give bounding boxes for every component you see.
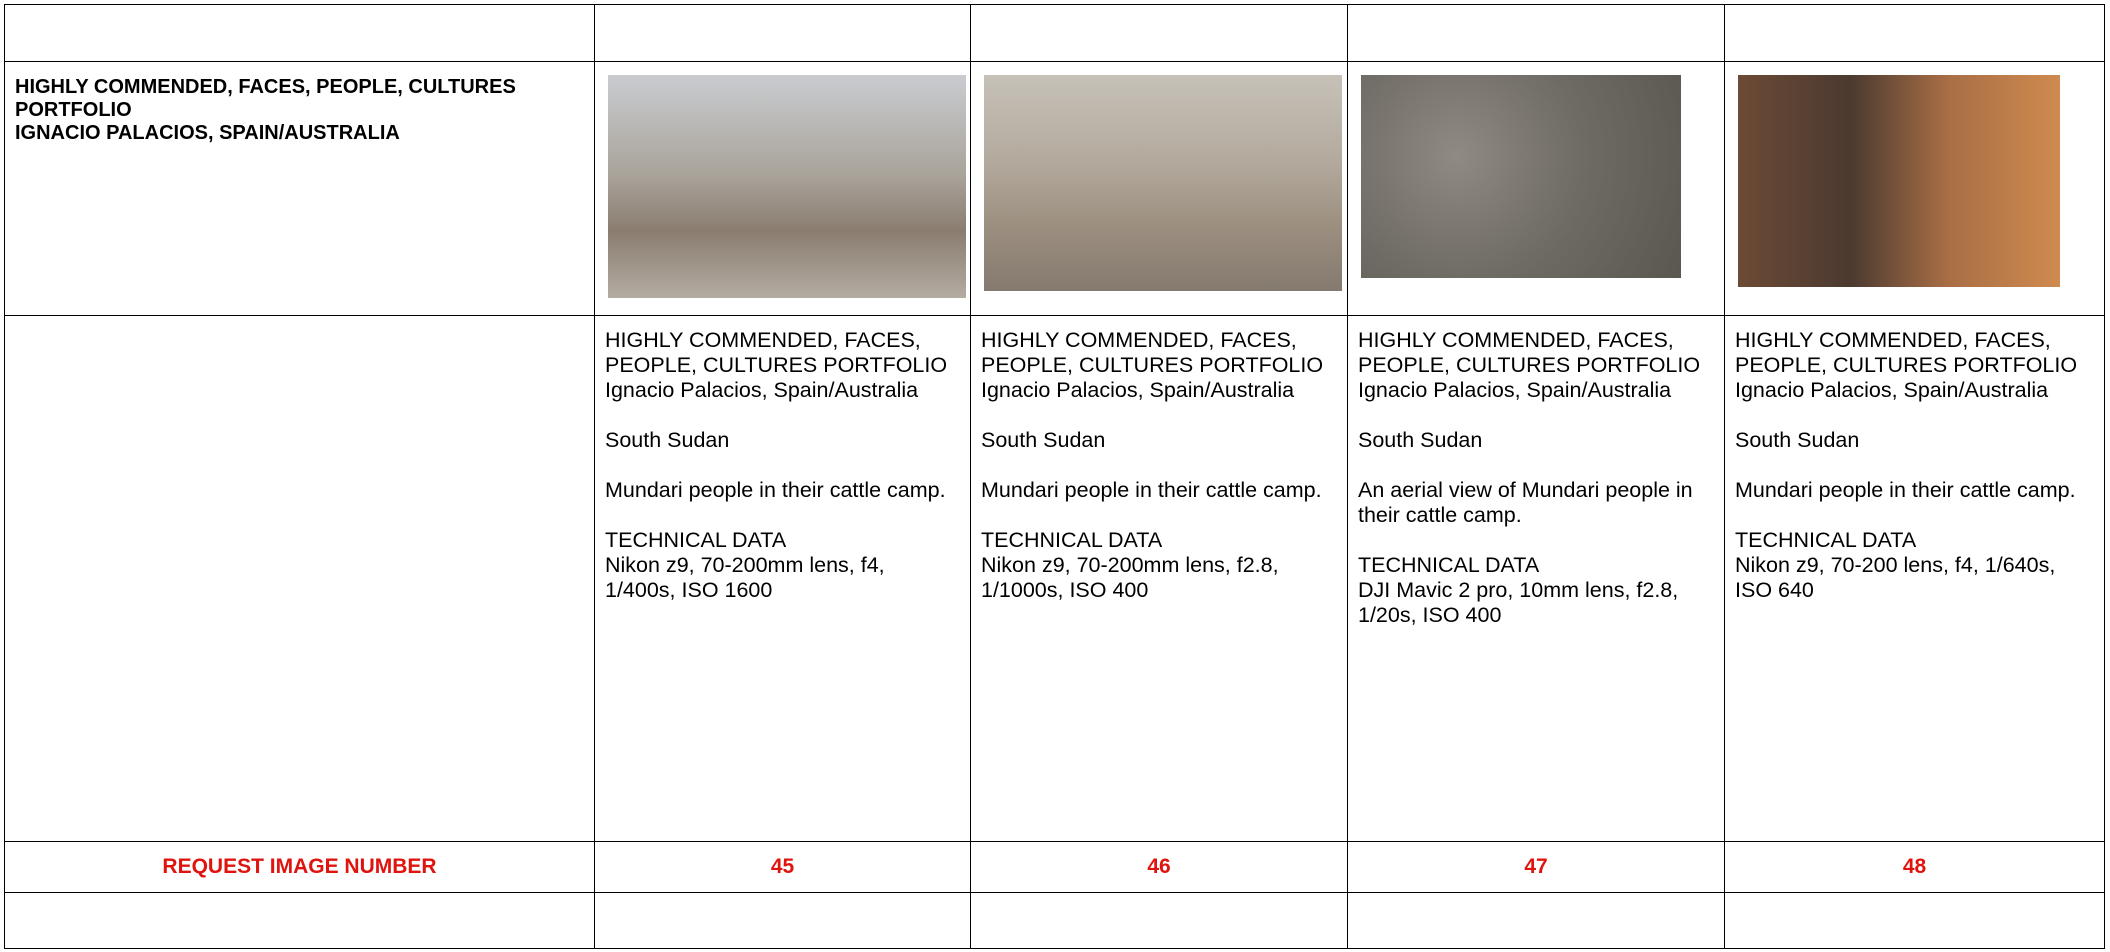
photo [608,75,966,298]
request-label: REQUEST IMAGE NUMBER [4,841,595,893]
entry-cell: HIGHLY COMMENDED, FACES, PEOPLE, CULTURE… [1724,315,2105,842]
entry-cell: HIGHLY COMMENDED, FACES, PEOPLE, CULTURE… [970,315,1348,842]
entry-credit: Ignacio Palacios, Spain/Australia [1735,378,2049,402]
entry-title: HIGHLY COMMENDED, FACES, PEOPLE, CULTURE… [1358,328,1701,377]
technical-label: TECHNICAL DATA [605,528,787,552]
technical-data: Nikon z9, 70-200 lens, f4, 1/640s, ISO 6… [1735,553,2056,602]
technical-label: TECHNICAL DATA [981,528,1163,552]
image-number: 45 [594,841,971,893]
entry-technical: TECHNICAL DATA Nikon z9, 70-200mm lens, f… [605,528,960,603]
entry-technical: TECHNICAL DATA Nikon z9, 70-200 lens, f4,… [1735,528,2094,603]
entry-heading: HIGHLY COMMENDED, FACES, PEOPLE, CULTURE… [1358,328,1714,403]
entry-location: South Sudan [1735,428,1860,452]
image-number: 46 [970,841,1348,893]
entry-location: South Sudan [1358,428,1483,452]
technical-data: DJI Mavic 2 pro, 10mm lens, f2.8, 1/20s,… [1358,578,1679,627]
header-cell: HIGHLY COMMENDED, FACES, PEOPLE, CULTURE… [4,61,595,316]
entry-caption: An aerial view of Mundari people in thei… [1358,478,1693,527]
entry-title: HIGHLY COMMENDED, FACES, PEOPLE, CULTURE… [1735,328,2078,377]
entry-cell: HIGHLY COMMENDED, FACES, PEOPLE, CULTURE… [1347,315,1725,842]
image-number: 47 [1347,841,1725,893]
photo [1361,75,1681,278]
entry-credit: Ignacio Palacios, Spain/Australia [1358,378,1672,402]
entry-caption: Mundari people in their cattle camp. [605,478,946,502]
entry-technical: TECHNICAL DATA Nikon z9, 70-200mm lens, f… [981,528,1337,603]
technical-data: Nikon z9, 70-200mm lens, f2.8, 1/1000s, … [981,553,1279,602]
entry-heading: HIGHLY COMMENDED, FACES, PEOPLE, CULTURE… [605,328,960,403]
technical-data: Nikon z9, 70-200mm lens, f4, 1/400s, ISO… [605,553,885,602]
portfolio-table: HIGHLY COMMENDED, FACES, PEOPLE, CULTURE… [4,4,2105,949]
photo [1738,75,2060,287]
empty-row [4,892,2105,949]
entry-location: South Sudan [605,428,730,452]
request-row: REQUEST IMAGE NUMBER 45 46 47 48 [4,841,2105,893]
entry-heading: HIGHLY COMMENDED, FACES, PEOPLE, CULTURE… [981,328,1337,403]
entry-title: HIGHLY COMMENDED, FACES, PEOPLE, CULTURE… [981,328,1324,377]
entry-location: South Sudan [981,428,1106,452]
entry-title: HIGHLY COMMENDED, FACES, PEOPLE, CULTURE… [605,328,948,377]
entry-technical: TECHNICAL DATA DJI Mavic 2 pro, 10mm lens… [1358,553,1714,628]
image-number: 48 [1724,841,2105,893]
category: HIGHLY COMMENDED, FACES, PEOPLE, CULTURE… [15,76,516,121]
entry-credit: Ignacio Palacios, Spain/Australia [605,378,919,402]
text-row: HIGHLY COMMENDED, FACES, PEOPLE, CULTURE… [4,315,2105,842]
photo [984,75,1342,291]
entry-caption: Mundari people in their cattle camp. [1735,478,2076,502]
entry-credit: Ignacio Palacios, Spain/Australia [981,378,1295,402]
entry-cell: HIGHLY COMMENDED, FACES, PEOPLE, CULTURE… [594,315,971,842]
photographer: IGNACIO PALACIOS, SPAIN/AUSTRALIA [15,122,400,144]
empty-row [4,4,2105,62]
entry-caption: Mundari people in their cattle camp. [981,478,1322,502]
technical-label: TECHNICAL DATA [1358,553,1540,577]
image-row: HIGHLY COMMENDED, FACES, PEOPLE, CULTURE… [4,61,2105,316]
entry-heading: HIGHLY COMMENDED, FACES, PEOPLE, CULTURE… [1735,328,2094,403]
technical-label: TECHNICAL DATA [1735,528,1917,552]
